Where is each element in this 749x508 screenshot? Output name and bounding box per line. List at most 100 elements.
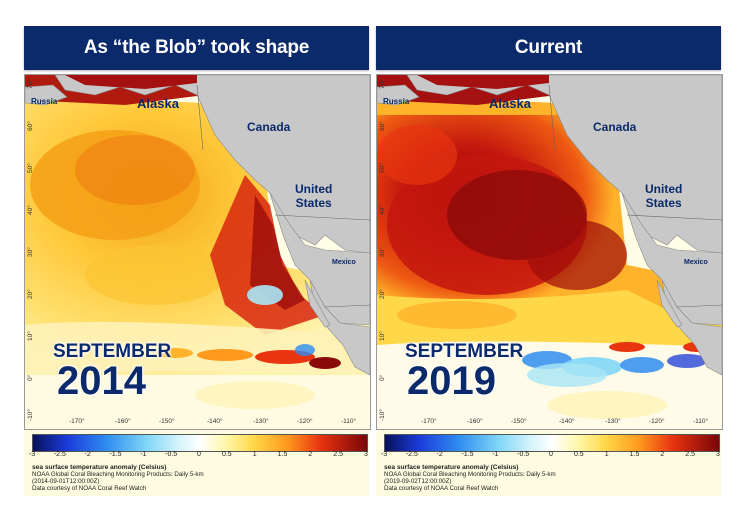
lat-tick: 70° (27, 79, 34, 89)
label-mexico: Mexico (684, 259, 708, 266)
colorbar-tick: 1.5 (277, 451, 288, 458)
legend: -3 -2.5 -2 -1.5 -1 -0.5 0 0.5 1 1.5 2 2.… (24, 430, 369, 496)
panel-title: As “the Blob” took shape (24, 26, 369, 70)
colorbar-tick: 0 (197, 451, 201, 458)
colorbar-tick: 1.5 (629, 451, 640, 458)
lat-tick: 0° (27, 374, 34, 381)
lat-tick: 30° (379, 247, 386, 257)
label-russia: Russia (31, 97, 58, 106)
lon-tick: -130° (253, 418, 269, 425)
lat-tick: 60° (27, 121, 34, 131)
lon-tick: -160° (115, 418, 131, 425)
colorbar-tick: -2 (436, 451, 443, 458)
colorbar-tick: -3 (28, 451, 36, 458)
colorbar-tick: -0.5 (165, 451, 178, 458)
colorbar-tick: 1 (604, 451, 609, 458)
label-united-states: United States (295, 182, 332, 210)
lat-tick: 0° (379, 374, 386, 381)
label-canada: Canada (593, 120, 637, 134)
colorbar-ticks: -3 -2.5 -2 -1.5 -1 -0.5 0 0.5 1 1.5 2 2.… (380, 451, 720, 461)
colorbar-tick: 2.5 (685, 451, 696, 458)
colorbar-tick: 2 (308, 451, 313, 458)
label-mexico: Mexico (332, 259, 356, 266)
sst-anomaly-map: Russia Alaska Canada United States Mexic… (24, 74, 371, 430)
panel-title-text: As “the Blob” took shape (83, 37, 310, 58)
lon-tick: -160° (467, 418, 483, 425)
lat-tick: 70° (379, 79, 386, 89)
label-alaska: Alaska (137, 96, 179, 111)
panel-title: Current (376, 26, 721, 70)
colorbar-tick: -3 (380, 451, 388, 458)
colorbar (32, 434, 368, 452)
month-label: SEPTEMBER (405, 341, 524, 362)
lon-tick: -120° (649, 418, 665, 425)
label-alaska: Alaska (489, 96, 531, 111)
colorbar-tick: 1 (252, 451, 257, 458)
legend-variable: sea surface temperature anomaly (Celsius… (32, 464, 167, 471)
colorbar-tick: -2 (84, 451, 91, 458)
legend-timestamp: (2014-09-01T12:00:00Z) (32, 478, 100, 485)
lat-tick: 40° (379, 205, 386, 215)
colorbar-tick: -2.5 (405, 451, 418, 458)
legend-courtesy: Data courtesy of NOAA Coral Reef Watch (32, 485, 147, 492)
map-graphic (25, 75, 370, 429)
lat-tick: 10° (379, 331, 386, 341)
legend-courtesy: Data courtesy of NOAA Coral Reef Watch (384, 485, 499, 492)
label-canada: Canada (247, 120, 291, 134)
lon-tick: -150° (511, 418, 527, 425)
colorbar-tick: -0.5 (517, 451, 530, 458)
colorbar-tick: 2 (660, 451, 665, 458)
panel-2014: As “the Blob” took shape (24, 0, 381, 508)
lat-tick: 60° (379, 121, 386, 131)
legend-credit: sea surface temperature anomaly (Celsius… (32, 464, 204, 492)
colorbar-tick: -1.5 (109, 451, 122, 458)
lon-tick: -150° (159, 418, 175, 425)
lon-tick: -140° (207, 418, 223, 425)
lat-tick: 50° (27, 163, 34, 173)
sst-anomaly-map: Russia Alaska Canada United States Mexic… (376, 74, 723, 430)
colorbar-tick: -1.5 (461, 451, 474, 458)
lat-tick: 40° (27, 205, 34, 215)
label-russia: Russia (383, 97, 410, 106)
lon-tick: -110° (693, 418, 709, 425)
colorbar-tick: 3 (364, 451, 368, 458)
colorbar-tick: 0.5 (573, 451, 584, 458)
year-label: 2019 (407, 359, 496, 403)
label-us-line2: States (295, 196, 332, 210)
legend-timestamp: (2019-09-02T12:00:00Z) (384, 478, 452, 485)
label-united-states: United States (645, 182, 682, 210)
colorbar-ticks: -3 -2.5 -2 -1.5 -1 -0.5 0 0.5 1 1.5 2 2.… (28, 451, 368, 461)
legend-variable: sea surface temperature anomaly (Celsius… (384, 464, 519, 471)
colorbar-tick: 0 (549, 451, 553, 458)
lat-tick: 20° (27, 289, 34, 299)
month-label: SEPTEMBER (53, 341, 172, 362)
colorbar (384, 434, 720, 452)
legend: -3 -2.5 -2 -1.5 -1 -0.5 0 0.5 1 1.5 2 2.… (376, 430, 721, 496)
lon-tick: -120° (297, 418, 313, 425)
legend-product: NOAA Global Coral Bleaching Monitoring P… (32, 471, 204, 478)
colorbar-tick: 3 (716, 451, 720, 458)
lon-tick: -170° (69, 418, 85, 425)
lon-tick: -170° (421, 418, 437, 425)
colorbar-tick: -2.5 (53, 451, 66, 458)
lat-tick: -10° (379, 409, 386, 421)
panel-title-text: Current (514, 37, 583, 58)
colorbar-tick: 2.5 (333, 451, 344, 458)
lat-tick: -10° (27, 409, 34, 421)
lat-tick: 20° (379, 289, 386, 299)
year-label: 2014 (57, 359, 146, 403)
colorbar-tick: 0.5 (221, 451, 232, 458)
lat-tick: 30° (27, 247, 34, 257)
legend-product: NOAA Global Coral Bleaching Monitoring P… (384, 471, 556, 478)
map-graphic (377, 75, 722, 429)
lat-tick: 10° (27, 331, 34, 341)
colorbar-tick: -1 (140, 451, 147, 458)
legend-credit: sea surface temperature anomaly (Celsius… (384, 464, 556, 492)
label-us-line1: United (295, 182, 333, 196)
panel-2019: Current (376, 0, 733, 508)
label-us-line2: States (645, 196, 682, 210)
lon-tick: -110° (341, 418, 357, 425)
lon-tick: -130° (605, 418, 621, 425)
label-us-line1: United (645, 182, 683, 196)
lon-tick: -140° (559, 418, 575, 425)
